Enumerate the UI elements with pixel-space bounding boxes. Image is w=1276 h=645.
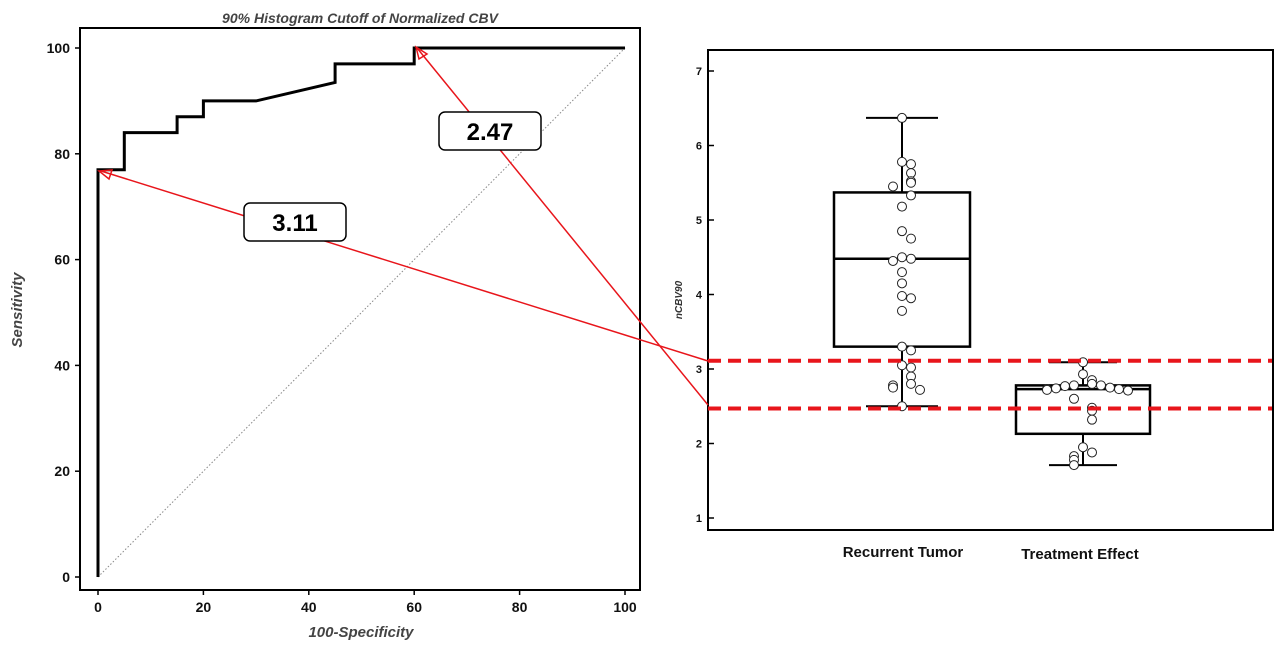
- roc-x-tick-label: 100: [613, 599, 637, 615]
- data-point: [1078, 442, 1088, 453]
- roc-y-axis: 0 20 40 60 80 100: [47, 40, 80, 585]
- box-y-tick-label: 5: [696, 215, 702, 227]
- data-point: [906, 345, 916, 356]
- category-label-treatment-effect: Treatment Effect: [1021, 546, 1139, 563]
- box-y-tick-label: 3: [696, 364, 702, 376]
- roc-y-tick-label: 40: [54, 357, 70, 373]
- box-y-tick-label: 6: [696, 141, 702, 153]
- callout-2-47: 2.47: [438, 111, 542, 151]
- arrow-3-11: [100, 170, 709, 362]
- data-point: [906, 362, 916, 373]
- box-y-tick-label: 2: [696, 439, 702, 451]
- data-point: [1069, 460, 1079, 471]
- roc-title: 90% Histogram Cutoff of Normalized CBV: [222, 10, 500, 26]
- data-point: [897, 252, 907, 263]
- roc-y-tick-label: 100: [47, 40, 71, 56]
- data-point: [897, 341, 907, 352]
- roc-x-tick-label: 80: [512, 599, 528, 615]
- data-point: [888, 181, 898, 192]
- data-point: [897, 226, 907, 237]
- data-point: [906, 233, 916, 244]
- arrow-head-3-11: [97, 169, 114, 181]
- data-point: [897, 267, 907, 278]
- callout-3-11: 3.11: [243, 202, 347, 242]
- roc-chart: 90% Histogram Cutoff of Normalized CBV 0…: [9, 10, 641, 641]
- roc-x-tick-label: 0: [94, 599, 102, 615]
- roc-y-tick-label: 80: [54, 146, 70, 162]
- box-treatment-effect: [1014, 357, 1152, 471]
- roc-x-tick-label: 60: [406, 599, 422, 615]
- data-point: [1060, 381, 1070, 392]
- roc-x-label: 100-Specificity: [308, 624, 414, 641]
- data-point: [906, 159, 916, 170]
- box-y-tick-label: 7: [696, 66, 702, 78]
- annotation-arrows: [97, 45, 709, 406]
- roc-y-tick-label: 0: [62, 569, 70, 585]
- roc-x-tick-label: 40: [301, 599, 317, 615]
- data-point: [1114, 384, 1124, 395]
- box-y-axis: 1 2 3 4 5 6 7: [696, 66, 714, 525]
- box-recurrent-tumor: [832, 112, 972, 412]
- data-point: [897, 201, 907, 212]
- callout-label-2-47: 2.47: [467, 119, 514, 146]
- data-point: [888, 382, 898, 393]
- box-plot-frame: [707, 49, 1274, 531]
- data-point: [1051, 383, 1061, 394]
- arrow-head-2-47: [414, 45, 429, 61]
- data-point: [897, 305, 907, 316]
- data-point: [1069, 380, 1079, 391]
- roc-curve: [96, 46, 625, 577]
- data-point: [1087, 378, 1097, 389]
- data-point: [1105, 382, 1115, 393]
- data-point: [906, 293, 916, 304]
- box-y-tick-label: 4: [696, 290, 703, 302]
- roc-y-tick-label: 20: [54, 463, 70, 479]
- roc-plot-frame: [79, 27, 641, 591]
- data-point: [906, 253, 916, 264]
- data-point: [897, 290, 907, 301]
- data-point: [906, 168, 916, 179]
- data-point: [897, 278, 907, 289]
- data-point: [906, 177, 916, 188]
- data-point: [906, 378, 916, 389]
- roc-y-tick-label: 60: [54, 252, 70, 268]
- roc-x-tick-label: 20: [196, 599, 212, 615]
- box-series: [832, 112, 1152, 471]
- data-point: [897, 360, 907, 371]
- data-point: [915, 384, 925, 395]
- data-point: [1096, 380, 1106, 391]
- data-point: [1042, 384, 1052, 395]
- data-point: [1123, 385, 1133, 396]
- roc-y-label: Sensitivity: [9, 272, 26, 348]
- box-y-label: nCBV90: [674, 280, 685, 319]
- callout-box-2-47: [438, 111, 542, 151]
- data-point: [897, 156, 907, 167]
- data-point: [1078, 369, 1088, 380]
- data-point: [897, 112, 907, 123]
- data-point: [1087, 414, 1097, 425]
- data-point: [1087, 447, 1097, 458]
- callout-box-3-11: [243, 202, 347, 242]
- box-chart: 1 2 3 4 5 6 7 nCBV90 Recurrent Tumor Treatment…: [674, 49, 1274, 563]
- roc-x-axis: 0 20 40 60 80 100: [94, 590, 637, 615]
- callout-label-3-11: 3.11: [272, 210, 317, 237]
- data-point: [888, 255, 898, 266]
- arrow-2-47: [416, 47, 709, 406]
- category-label-recurrent-tumor: Recurrent Tumor: [843, 544, 964, 561]
- data-point: [906, 190, 916, 201]
- box-y-tick-label: 1: [696, 513, 702, 525]
- data-point: [1069, 393, 1079, 404]
